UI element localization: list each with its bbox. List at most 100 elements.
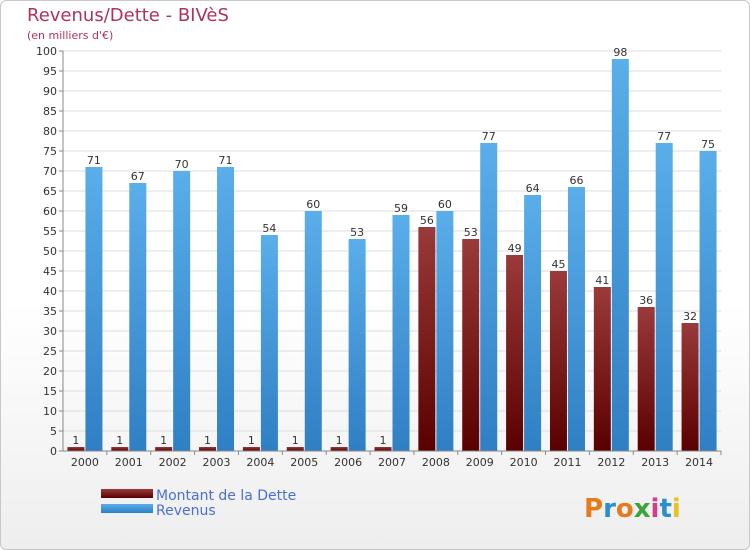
value-label-debt: 1 [336, 434, 343, 447]
y-tick-label: 90 [43, 85, 57, 98]
y-tick-label: 20 [43, 365, 57, 378]
bar-revenus [611, 59, 629, 451]
bar-debt [681, 323, 699, 451]
legend-swatch-revenus [101, 504, 153, 513]
y-tick-label: 0 [50, 445, 57, 458]
value-label-debt: 49 [508, 242, 522, 255]
value-label-debt: 1 [248, 434, 255, 447]
y-tick-label: 45 [43, 265, 57, 278]
logo-letter: x [634, 494, 651, 524]
logo-letter: t [659, 494, 671, 524]
x-tick-label: 2006 [334, 456, 362, 469]
value-label-revenus: 71 [87, 154, 101, 167]
x-tick-label: 2010 [510, 456, 538, 469]
bar-revenus [173, 171, 191, 451]
value-label-revenus: 75 [701, 138, 715, 151]
value-label-revenus: 60 [306, 198, 320, 211]
logo-letter: i [672, 494, 681, 524]
bar-debt [67, 447, 85, 451]
y-tick-label: 65 [43, 185, 57, 198]
value-label-debt: 1 [380, 434, 387, 447]
value-label-debt: 1 [292, 434, 299, 447]
value-label-revenus: 71 [219, 154, 233, 167]
bar-revenus [304, 211, 322, 451]
chart-subtitle: (en milliers d'€) [27, 29, 114, 42]
value-label-revenus: 67 [131, 170, 145, 183]
value-label-debt: 1 [160, 434, 167, 447]
x-tick-label: 2001 [115, 456, 143, 469]
x-tick-label: 2003 [203, 456, 231, 469]
x-tick-label: 2012 [597, 456, 625, 469]
y-tick-label: 5 [50, 425, 57, 438]
bar-debt [111, 447, 129, 451]
y-tick-label: 80 [43, 125, 57, 138]
value-label-debt: 53 [464, 226, 478, 239]
value-label-debt: 41 [595, 274, 609, 287]
bar-debt [593, 287, 611, 451]
y-tick-label: 10 [43, 405, 57, 418]
bar-debt [506, 255, 524, 451]
value-label-revenus: 77 [657, 130, 671, 143]
bar-revenus [260, 235, 278, 451]
x-tick-label: 2014 [685, 456, 713, 469]
bar-revenus [436, 211, 454, 451]
bar-revenus [567, 187, 585, 451]
bar-revenus [524, 195, 542, 451]
x-tick-label: 2005 [290, 456, 318, 469]
logo-letter: o [616, 494, 634, 524]
value-label-revenus: 98 [613, 46, 627, 59]
value-label-debt: 1 [72, 434, 79, 447]
bar-revenus [392, 215, 410, 451]
y-tick-label: 100 [36, 45, 57, 58]
x-tick-label: 2009 [466, 456, 494, 469]
bar-revenus [480, 143, 498, 451]
value-label-debt: 36 [639, 294, 653, 307]
bar-revenus [655, 143, 673, 451]
value-label-debt: 56 [420, 214, 434, 227]
y-tick-label: 55 [43, 225, 57, 238]
value-label-revenus: 60 [438, 198, 452, 211]
bar-debt [462, 239, 480, 451]
x-tick-label: 2007 [378, 456, 406, 469]
value-label-debt: 1 [204, 434, 211, 447]
value-label-revenus: 77 [482, 130, 496, 143]
x-tick-label: 2004 [246, 456, 274, 469]
legend-label-revenus: Revenus [156, 503, 216, 519]
y-tick-label: 15 [43, 385, 57, 398]
value-label-debt: 1 [116, 434, 123, 447]
bar-debt [155, 447, 173, 451]
bar-revenus [217, 167, 235, 451]
logo-letter: i [651, 494, 660, 524]
bar-debt [242, 447, 260, 451]
y-tick-label: 35 [43, 305, 57, 318]
value-label-revenus: 59 [394, 202, 408, 215]
y-tick-label: 75 [43, 145, 57, 158]
value-label-debt: 45 [551, 258, 565, 271]
value-label-debt: 32 [683, 310, 697, 323]
logo-letter: r [603, 494, 616, 524]
bar-revenus [348, 239, 366, 451]
y-tick-label: 85 [43, 105, 57, 118]
proxiti-logo: Proxiti [584, 494, 681, 524]
bar-revenus [85, 167, 103, 451]
x-tick-label: 2013 [641, 456, 669, 469]
y-tick-label: 60 [43, 205, 57, 218]
value-label-revenus: 64 [526, 182, 540, 195]
y-tick-label: 40 [43, 285, 57, 298]
bar-debt [286, 447, 304, 451]
y-tick-label: 50 [43, 245, 57, 258]
legend-swatch-debt [101, 489, 153, 498]
value-label-revenus: 54 [262, 222, 276, 235]
bar-debt [374, 447, 392, 451]
value-label-revenus: 66 [569, 174, 583, 187]
y-tick-label: 70 [43, 165, 57, 178]
y-tick-label: 95 [43, 65, 57, 78]
y-tick-label: 25 [43, 345, 57, 358]
bar-revenus [699, 151, 717, 451]
value-label-revenus: 70 [175, 158, 189, 171]
bar-debt [637, 307, 655, 451]
bar-revenus [129, 183, 147, 451]
chart-title: Revenus/Dette - BIVèS [27, 5, 229, 26]
